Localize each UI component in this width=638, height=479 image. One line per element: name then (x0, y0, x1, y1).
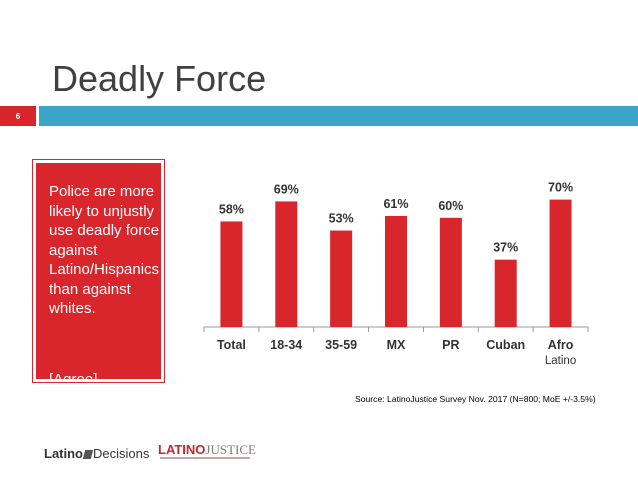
header-bar (39, 106, 638, 126)
source-note: Source: LatinoJustice Survey Nov. 2017 (… (355, 394, 596, 404)
bar-total (220, 221, 243, 327)
bar-value-label: 70% (548, 181, 573, 195)
bar-18-34 (275, 201, 298, 327)
slide-title: Deadly Force (52, 58, 267, 99)
bar-mx (385, 215, 407, 327)
bar-pr (439, 217, 462, 327)
logo-tagline-bar (160, 457, 250, 459)
logo-latino-text: Latino (44, 446, 83, 461)
slide-number: 6 (0, 106, 38, 126)
x-tick-label: Total (217, 338, 246, 352)
bar-value-label: 60% (438, 199, 463, 213)
logo-latino-red-text: LATINO (158, 442, 206, 457)
x-tick-label: PR (442, 338, 459, 352)
x-tick-label: Latino (545, 355, 576, 367)
callout-text: Police are more likely to unjustly use d… (49, 183, 160, 317)
latino-decisions-logo: Latino Decisions (44, 446, 149, 461)
bar-35-59 (330, 230, 353, 327)
x-tick-label: 18-34 (270, 338, 302, 352)
x-tick-label: 35-59 (325, 338, 357, 352)
bar-afro-latino (549, 199, 572, 327)
x-tick-label: MX (387, 338, 406, 352)
callout-box: Police are more likely to unjustly use d… (33, 160, 164, 382)
bar-value-label: 61% (383, 197, 408, 211)
logo-decisions-text: Decisions (93, 446, 150, 461)
x-tick-label: Afro (548, 338, 574, 352)
callout-agree-label: [Agree] (49, 371, 98, 382)
x-tick-label: Cuban (486, 338, 525, 352)
bar-cuban (494, 259, 517, 327)
logo-justice-text: JUSTICE (205, 442, 256, 457)
bar-value-label: 58% (219, 202, 244, 216)
bar-value-label: 69% (274, 182, 299, 196)
latinojustice-logo: LATINOJUSTICE (158, 441, 256, 459)
logo-square-icon (82, 450, 94, 459)
bar-value-label: 37% (493, 241, 518, 255)
bar-value-label: 53% (329, 212, 354, 226)
